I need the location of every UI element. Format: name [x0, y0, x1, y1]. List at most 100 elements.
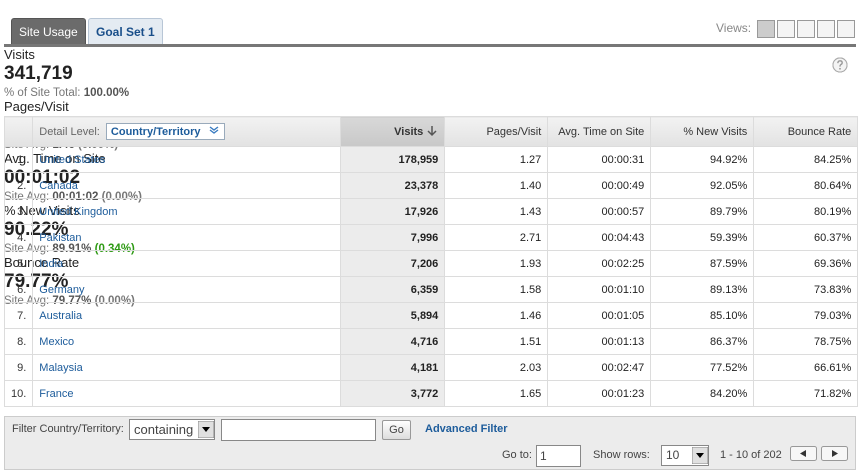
table-cell: 4,181: [340, 354, 446, 381]
data-table: Detail Level: Country/Territory Visits Pa…: [3, 116, 859, 407]
filter-mode-select[interactable]: containing: [129, 419, 215, 440]
row-index: 4.: [17, 231, 27, 244]
view-icon[interactable]: [797, 20, 815, 38]
column-header[interactable]: Avg. Time on Site: [547, 116, 652, 147]
metric-cell: 00:01:13: [601, 335, 645, 348]
goto-input[interactable]: 1: [536, 445, 581, 467]
table-cell: 6.: [3, 276, 34, 303]
metric-cell: 1.40: [519, 179, 542, 192]
metric-cell: 3,772: [410, 387, 439, 400]
table-row: 4. Pakistan 7,996 2.71 00:04:43 59.39% 60.37%: [3, 224, 859, 251]
table-cell: 10.: [3, 380, 34, 407]
table-cell: 00:01:10: [547, 276, 652, 303]
table-cell: Canada: [32, 172, 342, 199]
view-icon[interactable]: [777, 20, 795, 38]
prev-button[interactable]: [790, 446, 817, 461]
table-row: 6. Germany 6,359 1.58 00:01:10 89.13% 73.83%: [3, 276, 859, 303]
detail-level-label: Detail Level:: [39, 126, 100, 138]
view-icon[interactable]: [837, 20, 855, 38]
metric-cell: 1.51: [519, 335, 542, 348]
table-cell: 84.20%: [650, 380, 755, 407]
tab[interactable]: Site Usage: [11, 18, 86, 46]
go-button[interactable]: Go: [382, 420, 411, 440]
show-rows-select[interactable]: 10: [661, 445, 709, 466]
country-link[interactable]: United Kingdom: [39, 205, 118, 218]
dropdown-icon: [209, 126, 219, 134]
table-cell: Australia: [32, 302, 342, 329]
metric-cell: 2.03: [519, 361, 542, 374]
dimension-select[interactable]: Country/Territory: [105, 123, 225, 140]
country-link[interactable]: Mexico: [39, 335, 75, 348]
country-link[interactable]: United States: [39, 153, 106, 166]
table-cell: 7,206: [340, 250, 446, 277]
advanced-filter-link[interactable]: Advanced Filter: [425, 423, 508, 435]
table-cell: France: [32, 380, 342, 407]
table-cell: 1.51: [444, 328, 549, 355]
metric-cell: 84.20%: [709, 387, 748, 400]
view-icon[interactable]: [757, 20, 775, 38]
column-header[interactable]: Visits: [340, 116, 446, 147]
table-cell: 1.27: [444, 146, 549, 173]
table-cell: 1.58: [444, 276, 549, 303]
table-cell: 4.: [3, 224, 34, 251]
metric-cell: 23,378: [404, 179, 439, 192]
row-index: 2.: [17, 179, 27, 192]
metric-cell: 1.65: [519, 387, 542, 400]
country-link[interactable]: Germany: [39, 283, 85, 296]
column-title: Bounce Rate: [787, 125, 852, 138]
column-header[interactable]: Pages/Visit: [444, 116, 549, 147]
column-header[interactable]: Bounce Rate: [753, 116, 859, 147]
table-cell: 71.82%: [753, 380, 859, 407]
table-cell: 94.92%: [650, 146, 755, 173]
dropdown-icon: [692, 447, 708, 464]
filter-label: Filter Country/Territory:: [12, 423, 124, 435]
table-cell: 73.83%: [753, 276, 859, 303]
metric-cell: 59.39%: [709, 231, 748, 244]
metric-cell: 73.83%: [813, 283, 852, 296]
metric-cell: 85.10%: [709, 309, 748, 322]
goto-label: Go to:: [502, 449, 532, 461]
metric-cell: 00:04:43: [601, 231, 645, 244]
table-cell: United Kingdom: [32, 198, 342, 225]
country-link[interactable]: Australia: [39, 309, 83, 322]
table-cell: Germany: [32, 276, 342, 303]
row-index: 7.: [17, 309, 27, 322]
table-cell: 5.: [3, 250, 34, 277]
country-link[interactable]: India: [39, 257, 64, 270]
sort-arrow: [427, 126, 437, 137]
table-cell: 89.79%: [650, 198, 755, 225]
metric-cell: 79.03%: [813, 309, 852, 322]
column-header[interactable]: % New Visits: [650, 116, 755, 147]
table-cell: Mexico: [32, 328, 342, 355]
views-label: Views:: [716, 21, 752, 35]
metric-cell: 86.37%: [709, 335, 748, 348]
table-cell: 60.37%: [753, 224, 859, 251]
page-range: 1 - 10 of 202: [720, 449, 782, 461]
tab[interactable]: Goal Set 1: [88, 18, 163, 46]
table-cell: Pakistan: [32, 224, 342, 251]
table-cell: 66.61%: [753, 354, 859, 381]
filter-input[interactable]: [221, 419, 376, 441]
table-cell: 2.: [3, 172, 34, 199]
country-link[interactable]: Malaysia: [39, 361, 83, 374]
table-cell: 77.52%: [650, 354, 755, 381]
table-cell: 7,996: [340, 224, 446, 251]
table-cell: 9.: [3, 354, 34, 381]
table-cell: 80.19%: [753, 198, 859, 225]
table-cell: 00:00:31: [547, 146, 652, 173]
country-link[interactable]: Pakistan: [39, 231, 82, 244]
view-icon[interactable]: [817, 20, 835, 38]
metric-cell: 80.64%: [813, 179, 852, 192]
table-cell: 00:02:47: [547, 354, 652, 381]
header-cell: Detail Level: Country/Territory: [32, 116, 342, 147]
table-cell: 84.25%: [753, 146, 859, 173]
help-icon[interactable]: [832, 57, 848, 73]
next-button[interactable]: [821, 446, 848, 461]
country-link[interactable]: France: [39, 387, 74, 400]
table-cell: 92.05%: [650, 172, 755, 199]
country-link[interactable]: Canada: [39, 179, 78, 192]
metric-cell: 69.36%: [813, 257, 852, 270]
table-cell: Malaysia: [32, 354, 342, 381]
